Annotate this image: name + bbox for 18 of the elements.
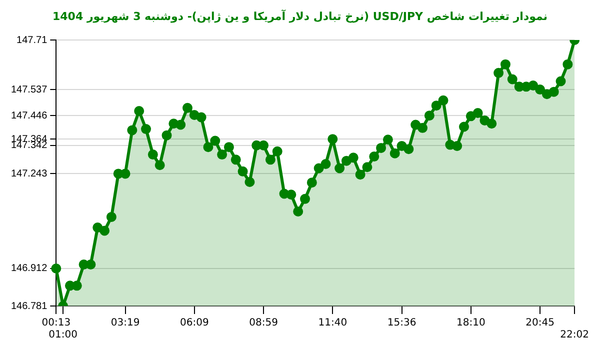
x-tick-label: 22:02 [560,330,590,341]
y-tick-label: 147.537 [10,84,48,96]
y-tick-label: 147.243 [10,168,48,180]
x-tick-label: 20:45 [526,318,554,329]
x-tick-label: 15:36 [387,318,416,329]
y-tick-label: 147.342 [10,140,48,152]
x-tick-label: 08:59 [249,318,278,329]
x-tick-label: 06:09 [180,318,209,329]
x-tick-label: 11:40 [318,318,348,329]
x-tick-label: 18:10 [456,318,486,329]
x-tick-label: 01:00 [48,330,78,341]
x-tick-label: 03:19 [110,318,140,329]
y-tick-label: 146.781 [10,300,48,312]
x-tick-label: 00:13 [42,318,71,329]
y-tick-label: 147.446 [10,110,48,122]
y-tick-label: 147.71 [16,34,48,46]
y-tick-label: 146.912 [10,263,48,274]
chart-title: نمودار تغییرات شاخص USD/JPY (نرخ تبادل دلار آمریکا و ین ژاپن)- دوشنبه 3 شهریور 1404 [51,8,548,25]
